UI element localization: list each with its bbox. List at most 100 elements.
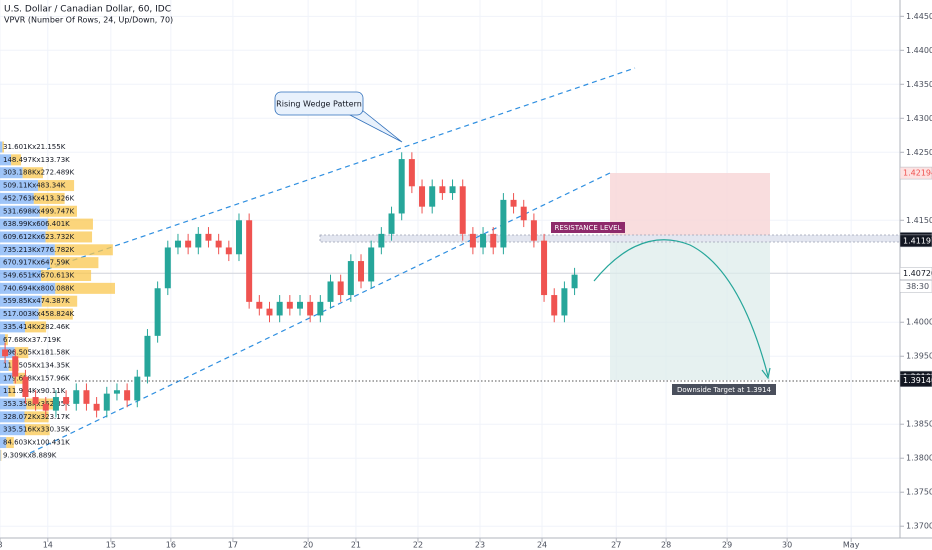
candle-body xyxy=(266,308,273,316)
vp-up-bar xyxy=(0,167,23,179)
vp-down-bar xyxy=(6,437,14,449)
vp-up-bar xyxy=(0,295,42,307)
vp-up-bar xyxy=(0,449,1,461)
candle-body xyxy=(164,247,171,289)
vp-label: 179.658Kx157.96K xyxy=(3,374,70,382)
vp-down-bar xyxy=(13,372,26,384)
price-label: 1.39140 xyxy=(903,376,932,385)
stop-zone xyxy=(610,173,770,240)
price-label: 1.42194 xyxy=(903,169,932,178)
vp-up-bar xyxy=(0,141,3,153)
candle-body xyxy=(317,301,324,316)
candle-body xyxy=(429,186,436,207)
vp-label: 509.11Kx483.34K xyxy=(3,182,66,190)
candle-body xyxy=(408,159,415,187)
candle-body xyxy=(63,397,70,404)
chart-title: U.S. Dollar / Canadian Dollar, 60, IDC xyxy=(4,5,171,15)
candle-body xyxy=(327,281,334,302)
vp-up-bar xyxy=(0,424,26,436)
candle-body xyxy=(83,390,90,404)
candle-body xyxy=(388,213,395,234)
y-tick-label: 1.40000 xyxy=(906,318,932,327)
vp-down-bar xyxy=(5,334,8,346)
target-zone xyxy=(610,240,770,380)
vp-label: 111.934Kx90.11K xyxy=(3,387,66,395)
candle-body xyxy=(12,356,19,377)
candle-body xyxy=(2,349,9,357)
candle-body xyxy=(297,301,303,309)
vp-label: 735.213Kx776.782K xyxy=(3,246,75,254)
candle-body xyxy=(93,403,100,411)
vp-up-bar xyxy=(0,231,46,243)
vp-up-bar xyxy=(0,308,39,320)
vp-label: 638.99Kx606.401K xyxy=(3,220,70,228)
x-tick-label: 23 xyxy=(475,541,485,550)
indicator-label: VPVR (Number Of Rows, 24, Up/Down, 70) xyxy=(4,16,173,25)
resistance-band xyxy=(319,234,901,243)
y-tick-label: 1.39500 xyxy=(906,352,932,361)
vp-label: 549.651Kx670.613K xyxy=(3,272,75,280)
vp-label: 328.072Kx323.17K xyxy=(3,413,70,421)
candle-body xyxy=(73,390,80,404)
countdown-bg xyxy=(899,280,932,293)
candle-body xyxy=(22,376,29,398)
vp-down-bar xyxy=(2,141,4,153)
volume-profile: 31.601Kx21.155K 148.497Kx133.73K 303.188Kx… xyxy=(0,141,115,461)
resistance-tag xyxy=(551,222,625,233)
x-tick-label: May xyxy=(843,541,860,550)
x-tick-label: 21 xyxy=(351,541,361,550)
y-tick-label: 1.43500 xyxy=(906,80,932,89)
target-tag xyxy=(672,384,776,395)
x-tick-label: 29 xyxy=(722,541,732,550)
candle-body xyxy=(520,206,527,221)
x-tick-label: 17 xyxy=(228,541,238,550)
vp-up-bar xyxy=(0,385,9,397)
vp-label: 670.917Kx647.59K xyxy=(3,259,70,267)
axes: 1.44500 1.44000 1.43500 1.43000 1.42500 1.415… xyxy=(0,12,932,550)
vp-up-bar xyxy=(0,257,51,269)
candle-body xyxy=(368,247,375,282)
x-tick-label: 16 xyxy=(166,541,176,550)
price-label-bg xyxy=(899,374,932,387)
candle-body xyxy=(246,220,253,302)
y-tick-label: 1.41500 xyxy=(906,216,932,225)
price-label: 1.41197 xyxy=(903,236,932,245)
candle-body xyxy=(439,186,446,194)
vp-label: 609.612Kx623.732K xyxy=(3,233,75,241)
vp-label: 196.505Kx181.58K xyxy=(3,349,70,357)
candle-body xyxy=(490,233,497,248)
x-tick-label: 14 xyxy=(43,541,53,550)
vp-down-bar xyxy=(8,385,16,397)
vp-label: 31.601Kx21.155K xyxy=(3,143,66,151)
candle-body xyxy=(215,240,222,248)
candle-body xyxy=(480,233,487,248)
y-tick-label: 1.44000 xyxy=(906,46,932,55)
vp-down-bar xyxy=(0,449,2,461)
candle-body xyxy=(449,186,456,194)
candle-body xyxy=(256,301,263,309)
candle-body xyxy=(541,240,548,296)
candle-body xyxy=(42,403,49,411)
vp-label: 740.694Kx800.088K xyxy=(3,284,75,292)
y-tick-label: 1.38500 xyxy=(906,420,932,429)
vp-down-bar xyxy=(47,218,93,230)
candle-body xyxy=(276,301,283,316)
y-tick-label: 1.37000 xyxy=(906,522,932,531)
candle-body xyxy=(154,288,161,336)
vp-down-bar xyxy=(54,244,113,256)
vp-up-bar xyxy=(0,282,56,294)
vp-down-bar xyxy=(22,167,43,179)
vp-label: 452.763Kx413.326K xyxy=(3,194,75,202)
candle-body xyxy=(235,220,242,255)
vp-up-bar xyxy=(0,180,38,192)
candle-body xyxy=(469,233,476,248)
x-tick-label: 22 xyxy=(413,541,423,550)
price-label-bg xyxy=(899,234,932,248)
vp-up-bar xyxy=(0,437,7,449)
vp-up-bar xyxy=(0,205,40,217)
candle-body xyxy=(561,288,568,316)
candle-body xyxy=(398,159,405,214)
candle-body xyxy=(358,261,365,282)
